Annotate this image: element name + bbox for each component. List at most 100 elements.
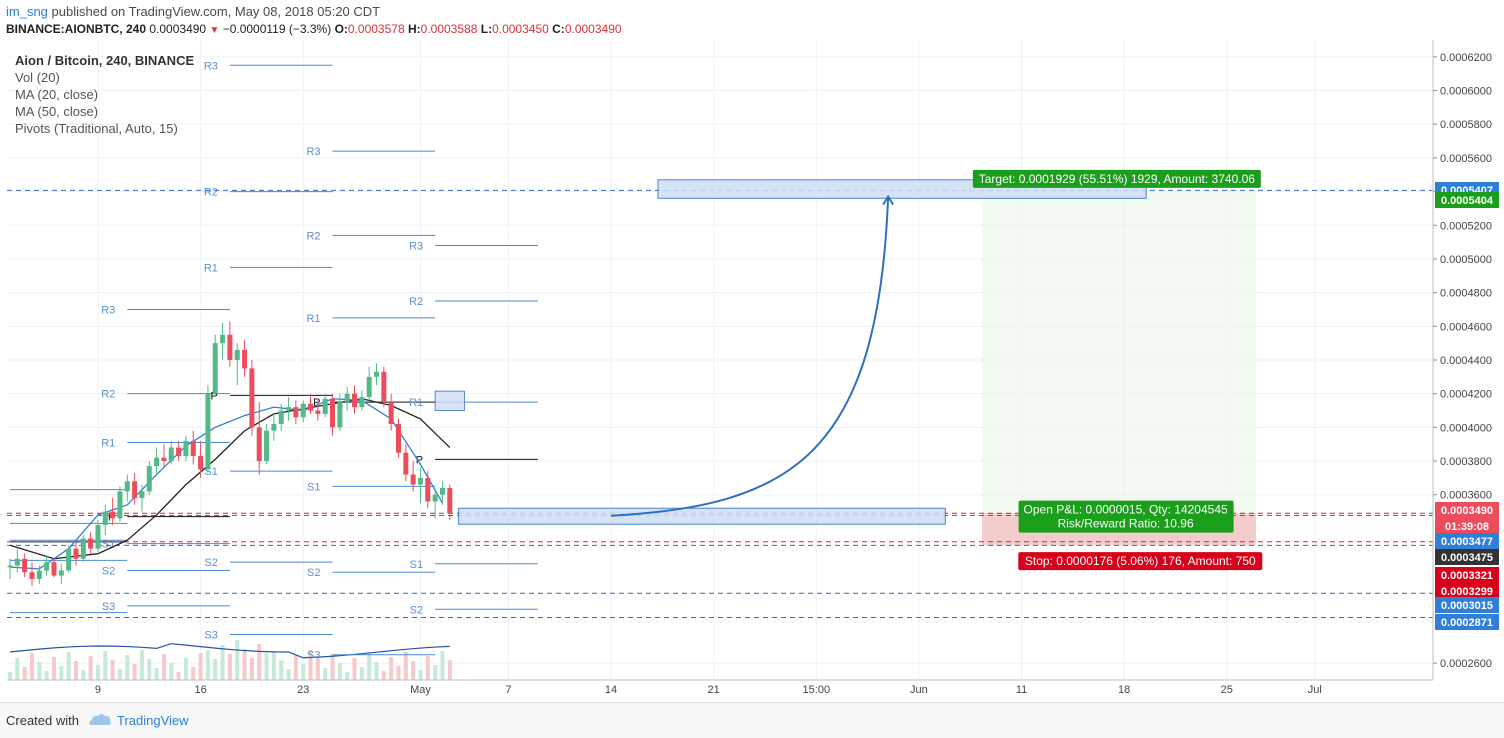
volume-bar <box>293 655 298 680</box>
legend-vol[interactable]: Vol (20) <box>15 70 60 85</box>
target-label-text: Target: 0.0001929 (55.51%) 1929, Amount:… <box>979 172 1256 186</box>
candle-body <box>176 447 182 456</box>
position-target-zone <box>981 190 1257 516</box>
candle-body <box>395 424 401 453</box>
candle-body <box>388 402 394 424</box>
volume-bar <box>147 659 152 680</box>
price-tag: 0.0003321 <box>1435 567 1499 583</box>
y-tick-label: 0.0005200 <box>1440 220 1492 232</box>
price-tag: 0.0002871 <box>1435 614 1499 630</box>
pivot-label: P <box>416 454 423 466</box>
volume-bar <box>176 672 181 680</box>
price-tag: 0.0005404 <box>1435 192 1499 208</box>
price-tag-bg <box>1435 518 1499 534</box>
legend-pivots[interactable]: Pivots (Traditional, Auto, 15) <box>15 121 178 136</box>
candle-body <box>205 393 211 470</box>
volume-bar <box>29 653 34 680</box>
price-tag-bg <box>1435 583 1499 599</box>
x-tick-label: Jun <box>910 684 928 696</box>
candle-body <box>256 427 262 462</box>
candle-body <box>132 481 138 499</box>
stop-label: Stop: 0.0000176 (5.06%) 176, Amount: 750 <box>1018 552 1263 571</box>
candle-body <box>146 466 152 492</box>
last-price: 0.0003490 <box>149 22 207 36</box>
price-tag-text: 0.0002871 <box>1441 617 1493 629</box>
volume-bar <box>154 668 159 680</box>
volume-bar <box>367 653 372 680</box>
volume-bar <box>51 657 56 680</box>
price-chart[interactable]: 9 16 23 May 7 14 21 15:00 Jun 11 18 25 Jul 0.0002600 0… <box>0 40 1504 702</box>
ma50-line <box>9 398 451 560</box>
volume-bar <box>103 651 108 680</box>
volume-bar <box>418 670 423 680</box>
high-label: H: <box>407 22 421 36</box>
price-tag-text: 0.0003477 <box>1441 536 1493 548</box>
candle-body <box>439 488 445 495</box>
ma20-line <box>9 398 444 570</box>
down-arrow-icon: ▼ <box>209 25 220 36</box>
candle-body <box>190 440 196 456</box>
candle-body <box>102 511 108 526</box>
pivot-label: P <box>211 390 218 402</box>
volume-bar <box>315 659 320 680</box>
candle-body <box>337 402 343 428</box>
volume-bar <box>81 670 86 680</box>
volume-bar <box>59 666 64 680</box>
candle-body <box>139 491 145 499</box>
candle-body <box>88 538 94 549</box>
volume-bar <box>425 656 430 680</box>
pivot-label: R1 <box>101 438 115 450</box>
volume-bar <box>132 664 137 680</box>
volume-bar <box>323 668 328 680</box>
pivot-label: R2 <box>306 230 320 242</box>
candle-body <box>117 491 123 519</box>
y-tick-label: 0.0004000 <box>1440 422 1492 434</box>
candle-body <box>73 548 79 559</box>
volume-bar <box>183 658 188 680</box>
pivot-label: S3 <box>204 630 217 642</box>
price-tag-bg <box>1435 502 1499 518</box>
candle-body <box>234 349 240 360</box>
candle-body <box>58 570 64 576</box>
volume-bar <box>161 654 166 680</box>
tradingview-brand-link[interactable]: TradingView <box>117 713 189 728</box>
y-tick-label: 0.0006200 <box>1440 52 1492 64</box>
volume-bar <box>359 667 364 680</box>
author-link[interactable]: im_sng <box>6 4 48 19</box>
pivot-label: S2 <box>204 557 217 569</box>
y-tick-label: 0.0004400 <box>1440 355 1492 367</box>
price-tag-text: 0.0003475 <box>1441 552 1493 564</box>
close-value: 0.0003490 <box>564 22 622 36</box>
price-tag-text: 0.0003490 <box>1441 505 1493 517</box>
volume-bar <box>308 650 313 680</box>
pivot-label: S1 <box>307 481 320 493</box>
volume-bar <box>447 660 452 680</box>
volume-bar <box>286 669 291 680</box>
price-tag: 0.0003475 <box>1435 549 1499 565</box>
legend-ma20[interactable]: MA (20, close) <box>15 87 99 102</box>
stop-label-text: Stop: 0.0000176 (5.06%) 176, Amount: 750 <box>1025 554 1256 568</box>
volume-bar <box>433 665 438 680</box>
candle-body <box>80 538 86 559</box>
price-tag: 0.0003477 <box>1435 533 1499 549</box>
candle-body <box>66 548 72 571</box>
candle-body <box>227 334 233 360</box>
volume-bar <box>330 654 335 680</box>
volume-bar <box>169 663 174 680</box>
x-tick-label: May <box>410 684 431 696</box>
support-zone-box <box>458 507 946 525</box>
target-label-bg <box>972 169 1261 188</box>
volume-bar <box>381 671 386 680</box>
volume-bar <box>44 671 49 680</box>
x-tick-label: 21 <box>708 684 720 696</box>
candle-body <box>44 562 50 571</box>
x-tick-label: 11 <box>1016 684 1027 696</box>
volume-ma-line <box>9 643 450 659</box>
volume-bar <box>337 663 342 680</box>
y-tick-label: 0.0004200 <box>1440 389 1492 401</box>
volume-bar <box>139 650 144 680</box>
volume-bar <box>37 662 42 680</box>
price-tag-bg <box>1435 567 1499 583</box>
legend-ma50[interactable]: MA (50, close) <box>15 104 99 119</box>
volume-bar <box>257 644 262 680</box>
